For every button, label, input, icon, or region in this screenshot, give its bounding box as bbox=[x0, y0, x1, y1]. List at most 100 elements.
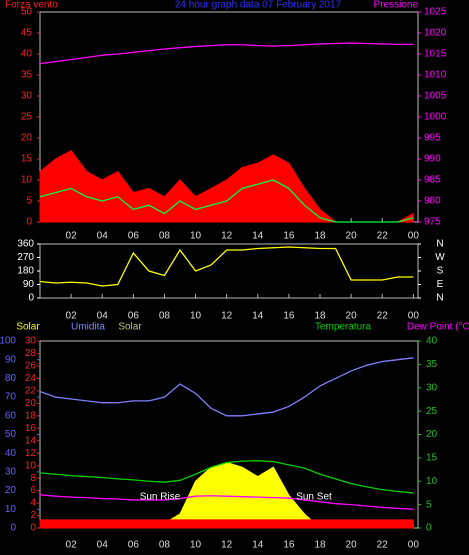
y-tick-label: 80 bbox=[5, 373, 17, 384]
y-tick-label: 35 bbox=[21, 70, 33, 81]
series-line bbox=[39, 494, 414, 510]
y-tick-label: 25 bbox=[21, 112, 33, 123]
y-tick-label: 270 bbox=[17, 252, 34, 263]
y2-tick-label: 5 bbox=[426, 499, 432, 510]
x-tick-label: 06 bbox=[128, 231, 140, 242]
x-tick-label: 22 bbox=[377, 231, 389, 242]
x-tick-label: 12 bbox=[221, 540, 233, 551]
x-tick-label: 10 bbox=[190, 231, 202, 242]
series-label: Solar bbox=[16, 322, 40, 333]
y-tick-label: 180 bbox=[17, 266, 34, 277]
y2-tick-label: 1015 bbox=[424, 49, 447, 60]
y-axis-label: Forza vento bbox=[5, 0, 58, 11]
x-tick-label: 18 bbox=[314, 540, 326, 551]
y-tick-label: 90 bbox=[5, 354, 17, 365]
y3-tick-label: 30 bbox=[25, 336, 37, 347]
series-line bbox=[39, 42, 414, 65]
x-tick-label: 14 bbox=[252, 540, 264, 551]
y3-tick-label: 4 bbox=[30, 498, 36, 509]
y3-tick-label: 0 bbox=[30, 523, 36, 534]
y3-tick-label: 20 bbox=[25, 398, 37, 409]
y3-tick-label: 6 bbox=[30, 485, 36, 496]
x-tick-label: 10 bbox=[190, 540, 202, 551]
x-tick-label: 08 bbox=[159, 540, 171, 551]
x-tick-label: 18 bbox=[314, 231, 326, 242]
series-area bbox=[39, 519, 414, 529]
x-tick-label: 00 bbox=[408, 311, 420, 322]
series-line bbox=[39, 246, 414, 287]
y2-axis-label: Pressione bbox=[374, 0, 419, 11]
y-tick-label: 60 bbox=[5, 410, 17, 421]
y-tick-label: 5 bbox=[26, 196, 32, 207]
x-tick-label: 20 bbox=[346, 231, 358, 242]
y3-tick-label: 26 bbox=[25, 361, 37, 372]
y2-tick-label: S bbox=[437, 266, 444, 277]
y2-tick-label: 30 bbox=[426, 382, 438, 393]
x-tick-label: 14 bbox=[252, 231, 264, 242]
x-tick-label: 12 bbox=[221, 311, 233, 322]
x-tick-label: 18 bbox=[314, 311, 326, 322]
series-label: Solar bbox=[118, 322, 142, 333]
y2-tick-label: 975 bbox=[424, 217, 441, 228]
y3-tick-label: 14 bbox=[25, 435, 37, 446]
y-tick-label: 50 bbox=[21, 7, 33, 18]
y2-tick-label: 40 bbox=[426, 336, 438, 347]
series-line bbox=[39, 460, 414, 494]
y3-tick-label: 28 bbox=[25, 348, 37, 359]
y2-tick-label: E bbox=[437, 279, 444, 290]
y3-tick-label: 8 bbox=[30, 473, 36, 484]
y-tick-label: 30 bbox=[5, 467, 17, 478]
y-tick-label: 360 bbox=[17, 239, 34, 250]
y-tick-label: 0 bbox=[10, 523, 16, 534]
y-tick-label: 0 bbox=[28, 293, 34, 304]
y3-tick-label: 18 bbox=[25, 410, 37, 421]
y3-tick-label: 16 bbox=[25, 423, 37, 434]
y2-tick-label: N bbox=[436, 293, 443, 304]
y-tick-label: 20 bbox=[21, 133, 33, 144]
y2-tick-label: W bbox=[435, 252, 445, 263]
annotation: Sun Set bbox=[296, 492, 332, 503]
x-tick-label: 04 bbox=[97, 540, 109, 551]
y2-tick-label: 1020 bbox=[424, 28, 447, 39]
y-tick-label: 10 bbox=[5, 504, 17, 515]
y3-tick-label: 24 bbox=[25, 373, 37, 384]
x-tick-label: 22 bbox=[377, 540, 389, 551]
y2-tick-label: 35 bbox=[426, 359, 438, 370]
x-tick-label: 04 bbox=[97, 311, 109, 322]
y2-tick-label: 1000 bbox=[424, 112, 447, 123]
y-tick-label: 50 bbox=[5, 429, 17, 440]
x-tick-label: 16 bbox=[283, 231, 295, 242]
y3-tick-label: 22 bbox=[25, 386, 37, 397]
x-tick-label: 08 bbox=[159, 231, 171, 242]
x-tick-label: 22 bbox=[377, 311, 389, 322]
x-tick-label: 08 bbox=[159, 311, 171, 322]
y-tick-label: 45 bbox=[21, 28, 33, 39]
annotation: Sun Rise bbox=[140, 492, 181, 503]
x-tick-label: 20 bbox=[346, 311, 358, 322]
x-tick-label: 20 bbox=[346, 540, 358, 551]
x-tick-label: 06 bbox=[128, 540, 140, 551]
x-tick-label: 12 bbox=[221, 231, 233, 242]
y2-tick-label: 15 bbox=[426, 453, 438, 464]
y-tick-label: 10 bbox=[21, 175, 33, 186]
x-tick-label: 02 bbox=[66, 311, 78, 322]
x-tick-label: 04 bbox=[97, 231, 109, 242]
x-tick-label: 14 bbox=[252, 311, 264, 322]
y-tick-label: 70 bbox=[5, 392, 17, 403]
x-tick-label: 02 bbox=[66, 540, 78, 551]
x-tick-label: 16 bbox=[283, 540, 295, 551]
series-line bbox=[39, 179, 414, 223]
y3-tick-label: 12 bbox=[25, 448, 37, 459]
x-tick-label: 10 bbox=[190, 311, 202, 322]
y-tick-label: 100 bbox=[0, 336, 16, 347]
x-tick-label: 16 bbox=[283, 311, 295, 322]
y2-tick-label: 25 bbox=[426, 406, 438, 417]
series-label: Dew Point (°C) bbox=[407, 322, 469, 333]
y2-tick-label: 0 bbox=[426, 523, 432, 534]
y-tick-label: 90 bbox=[23, 279, 35, 290]
y3-tick-label: 10 bbox=[25, 460, 37, 471]
y-tick-label: 0 bbox=[26, 217, 32, 228]
y3-tick-label: 2 bbox=[30, 510, 36, 521]
